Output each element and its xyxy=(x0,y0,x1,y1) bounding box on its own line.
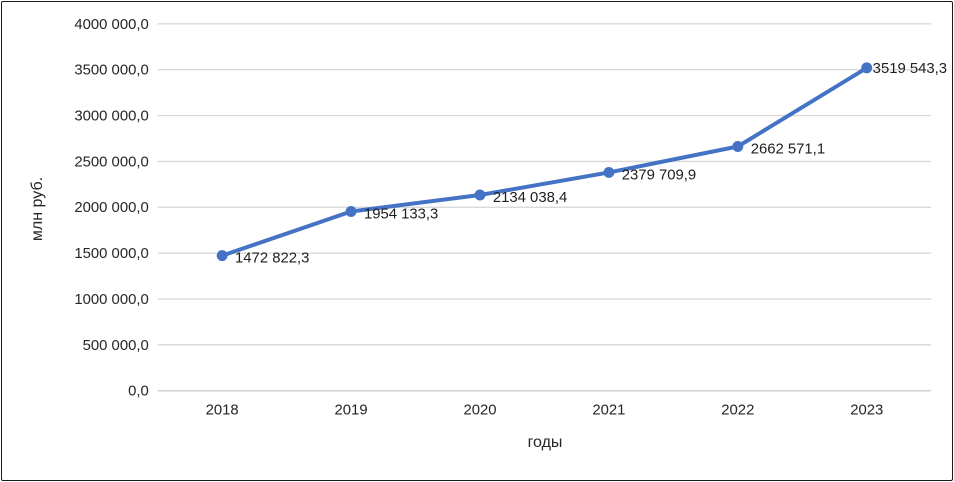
y-tick-label: 3000 000,0 xyxy=(74,109,148,125)
x-tick-label: 2020 xyxy=(463,403,496,419)
data-point-marker xyxy=(603,166,615,178)
y-tick-label: 4000 000,0 xyxy=(74,17,148,33)
data-label: 2662 571,1 xyxy=(751,141,825,157)
series-line xyxy=(220,65,869,258)
y-tick-label: 3500 000,0 xyxy=(74,63,148,79)
x-tick-label: 2018 xyxy=(206,403,239,419)
data-point-marker xyxy=(474,189,486,201)
y-tick-label: 2000 000,0 xyxy=(74,200,148,216)
data-label: 2134 038,4 xyxy=(493,190,567,206)
x-tick-label: 2021 xyxy=(592,403,625,419)
x-axis-title: годы xyxy=(527,434,563,451)
y-tick-label: 500 000,0 xyxy=(83,338,149,354)
data-point-marker xyxy=(345,206,357,217)
x-tick-label: 2022 xyxy=(721,403,754,419)
data-label: 1954 133,3 xyxy=(364,206,438,222)
y-tick-label: 1500 000,0 xyxy=(74,246,148,262)
y-tick-label: 2500 000,0 xyxy=(74,154,148,170)
x-tick-label: 2019 xyxy=(335,403,368,419)
data-point-marker xyxy=(732,141,744,152)
data-label: 3519 543,3 xyxy=(873,61,947,77)
data-point-marker xyxy=(861,62,873,74)
data-label: 1472 822,3 xyxy=(235,251,309,267)
y-tick-label: 0,0 xyxy=(128,384,149,400)
data-point-marker xyxy=(216,250,228,262)
data-label: 2379 709,9 xyxy=(622,167,696,183)
x-tick-label: 2023 xyxy=(850,403,883,419)
y-axis-title: млн руб. xyxy=(29,176,46,242)
y-tick-label: 1000 000,0 xyxy=(74,292,148,308)
